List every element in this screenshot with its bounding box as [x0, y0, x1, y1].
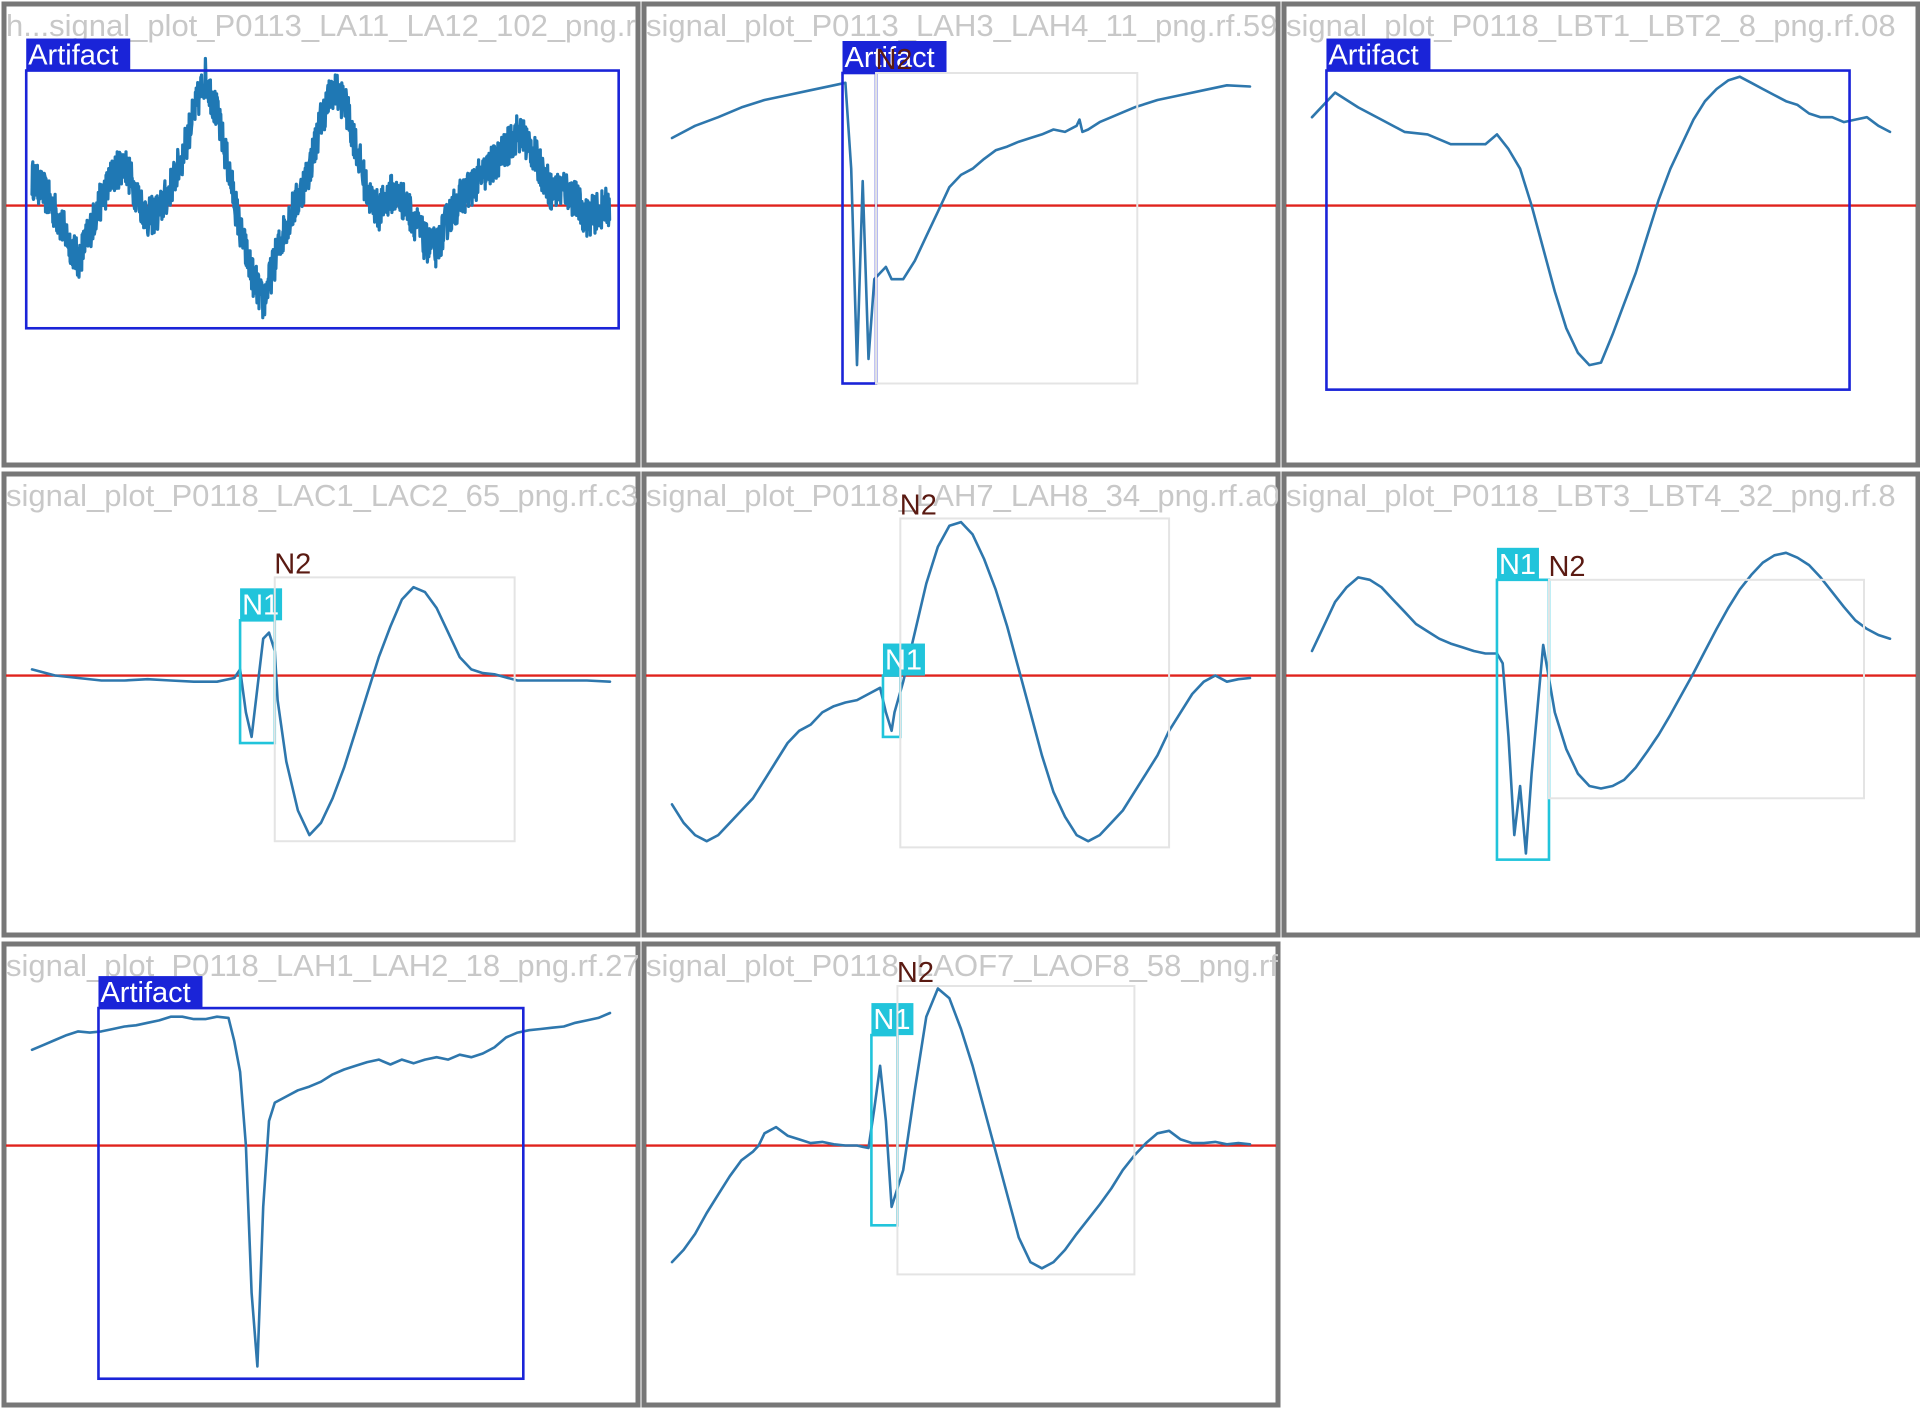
- n2-label: N2: [875, 44, 912, 76]
- panel-frame: [1, 941, 641, 1408]
- n2-label: N2: [1548, 551, 1585, 583]
- signal-line: [1310, 75, 1892, 367]
- signal-line: [670, 987, 1252, 1270]
- n1-label: N1: [873, 1004, 910, 1036]
- panel-4: signal_plot_P0118_LAC1_LAC2_65_png.rf.c3…: [1, 471, 641, 938]
- panel-2: signal_plot_P0113_LAH3_LAH4_11_png.rf.59…: [641, 1, 1281, 468]
- n2-label: N2: [897, 957, 934, 989]
- n1-tag-bg: [1496, 547, 1539, 580]
- panel-title: signal_plot_P0118_LAH7_LAH8_34_png.rf.a0: [646, 478, 1280, 513]
- artifact-tag-bg: [98, 976, 203, 1009]
- panel-frame: [1, 1, 641, 468]
- signal-line: [30, 56, 612, 320]
- panel-frame: [641, 1, 1281, 468]
- n1-tag-bg: [871, 1003, 914, 1036]
- n1-tag-bg: [882, 643, 925, 676]
- artifact-label: Artifact: [1328, 40, 1418, 72]
- panel-title: signal_plot_P0118_LAC1_LAC2_65_png.rf.c3: [6, 478, 638, 513]
- panel-title: signal_plot_P0113_LAH3_LAH4_11_png.rf.59: [646, 8, 1277, 43]
- n2-box: [273, 576, 516, 843]
- artifact-label: Artifact: [100, 977, 190, 1009]
- n2-label: N2: [900, 489, 937, 521]
- panel-1: h...signal_plot_P0113_LA11_LA12_102_png.…: [1, 1, 641, 468]
- signal-line: [670, 81, 1252, 367]
- panel-frame: [1281, 1, 1920, 468]
- panel-frame: [1281, 471, 1920, 938]
- panel-title: signal_plot_P0118_LAOF7_LAOF8_58_png.rf.: [646, 948, 1287, 983]
- signal-line: [30, 585, 612, 837]
- artifact-box: [24, 69, 620, 330]
- n1-label: N1: [885, 645, 922, 677]
- artifact-tag-bg: [26, 38, 131, 71]
- n1-label: N1: [242, 589, 279, 621]
- n2-box: [899, 517, 1171, 849]
- panel-frame: [641, 941, 1281, 1408]
- panel-frame: [1, 471, 641, 938]
- n2-box: [875, 72, 1139, 385]
- panel-frame: [641, 471, 1281, 938]
- panel-6: signal_plot_P0118_LBT3_LBT4_32_png.rf.8 N…: [1281, 471, 1920, 938]
- panel-title: signal_plot_P0118_LBT3_LBT4_32_png.rf.8: [1286, 478, 1896, 513]
- artifact-tag-bg: [1326, 38, 1431, 71]
- panel-3: signal_plot_P0118_LBT1_LBT2_8_png.rf.08A…: [1281, 1, 1920, 468]
- n2-box: [896, 985, 1136, 1276]
- panel-8: signal_plot_P0118_LAOF7_LAOF8_58_png.rf.…: [641, 941, 1287, 1408]
- artifact-box: [97, 1006, 525, 1381]
- artifact-label: Artifact: [845, 42, 935, 74]
- artifact-box: [1325, 69, 1851, 391]
- panel-title: h...signal_plot_P0113_LA11_LA12_102_png.…: [6, 8, 636, 43]
- artifact-label: Artifact: [28, 40, 118, 72]
- signal-line: [30, 1011, 612, 1368]
- panel-5: signal_plot_P0118_LAH7_LAH8_34_png.rf.a0…: [641, 471, 1281, 938]
- panel-7: signal_plot_P0118_LAH1_LAH2_18_png.rf.27…: [1, 941, 641, 1408]
- n2-label: N2: [274, 548, 311, 580]
- panel-title: signal_plot_P0118_LBT1_LBT2_8_png.rf.08: [1286, 8, 1896, 43]
- artifact-tag-bg: [842, 41, 947, 73]
- n1-label: N1: [1499, 549, 1536, 581]
- signal-line: [670, 520, 1252, 843]
- n2-box: [1547, 578, 1865, 800]
- signal-line: [1310, 551, 1892, 855]
